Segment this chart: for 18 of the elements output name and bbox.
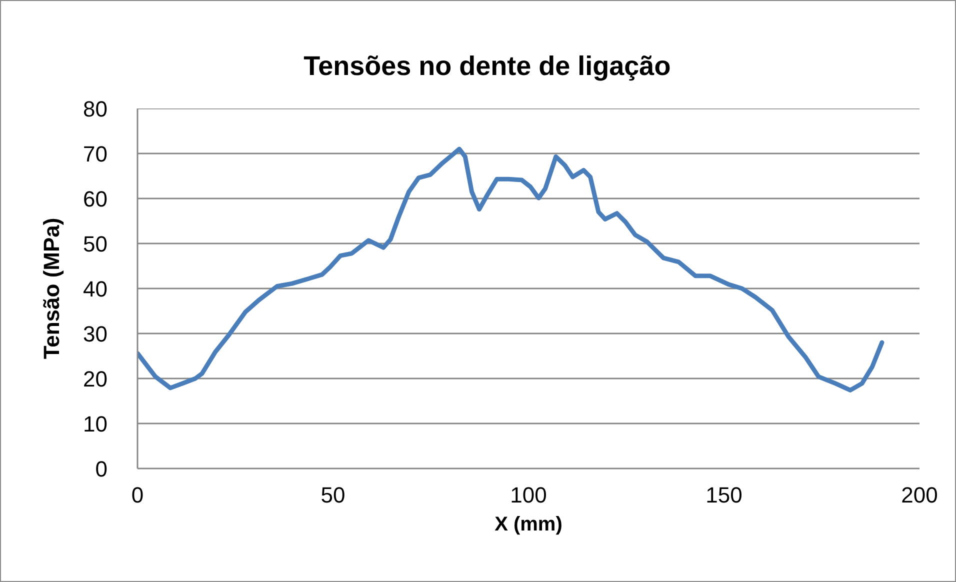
y-tick-label: 40 (83, 276, 108, 302)
x-axis-title: X (mm) (494, 514, 562, 536)
y-tick-label: 30 (83, 322, 108, 346)
y-tick-label: 20 (83, 366, 108, 392)
y-tick-label: 0 (95, 456, 108, 482)
x-tick-label: 50 (320, 482, 346, 508)
x-tick-label: 0 (131, 482, 144, 508)
y-tick-label: 10 (83, 412, 108, 436)
line-series (138, 146, 884, 392)
y-tick-label: 50 (83, 232, 108, 256)
y-tick-label: 70 (83, 142, 108, 166)
x-tick-label: 150 (706, 482, 742, 508)
y-axis-title: Tensão (MPa) (39, 218, 64, 360)
x-tick-label: 200 (901, 482, 938, 508)
y-tick-label: 80 (83, 96, 108, 122)
y-tick-label: 60 (83, 186, 108, 212)
x-tick-label: 100 (510, 482, 547, 508)
chart-title: Tensões no dente de ligação (304, 51, 671, 81)
